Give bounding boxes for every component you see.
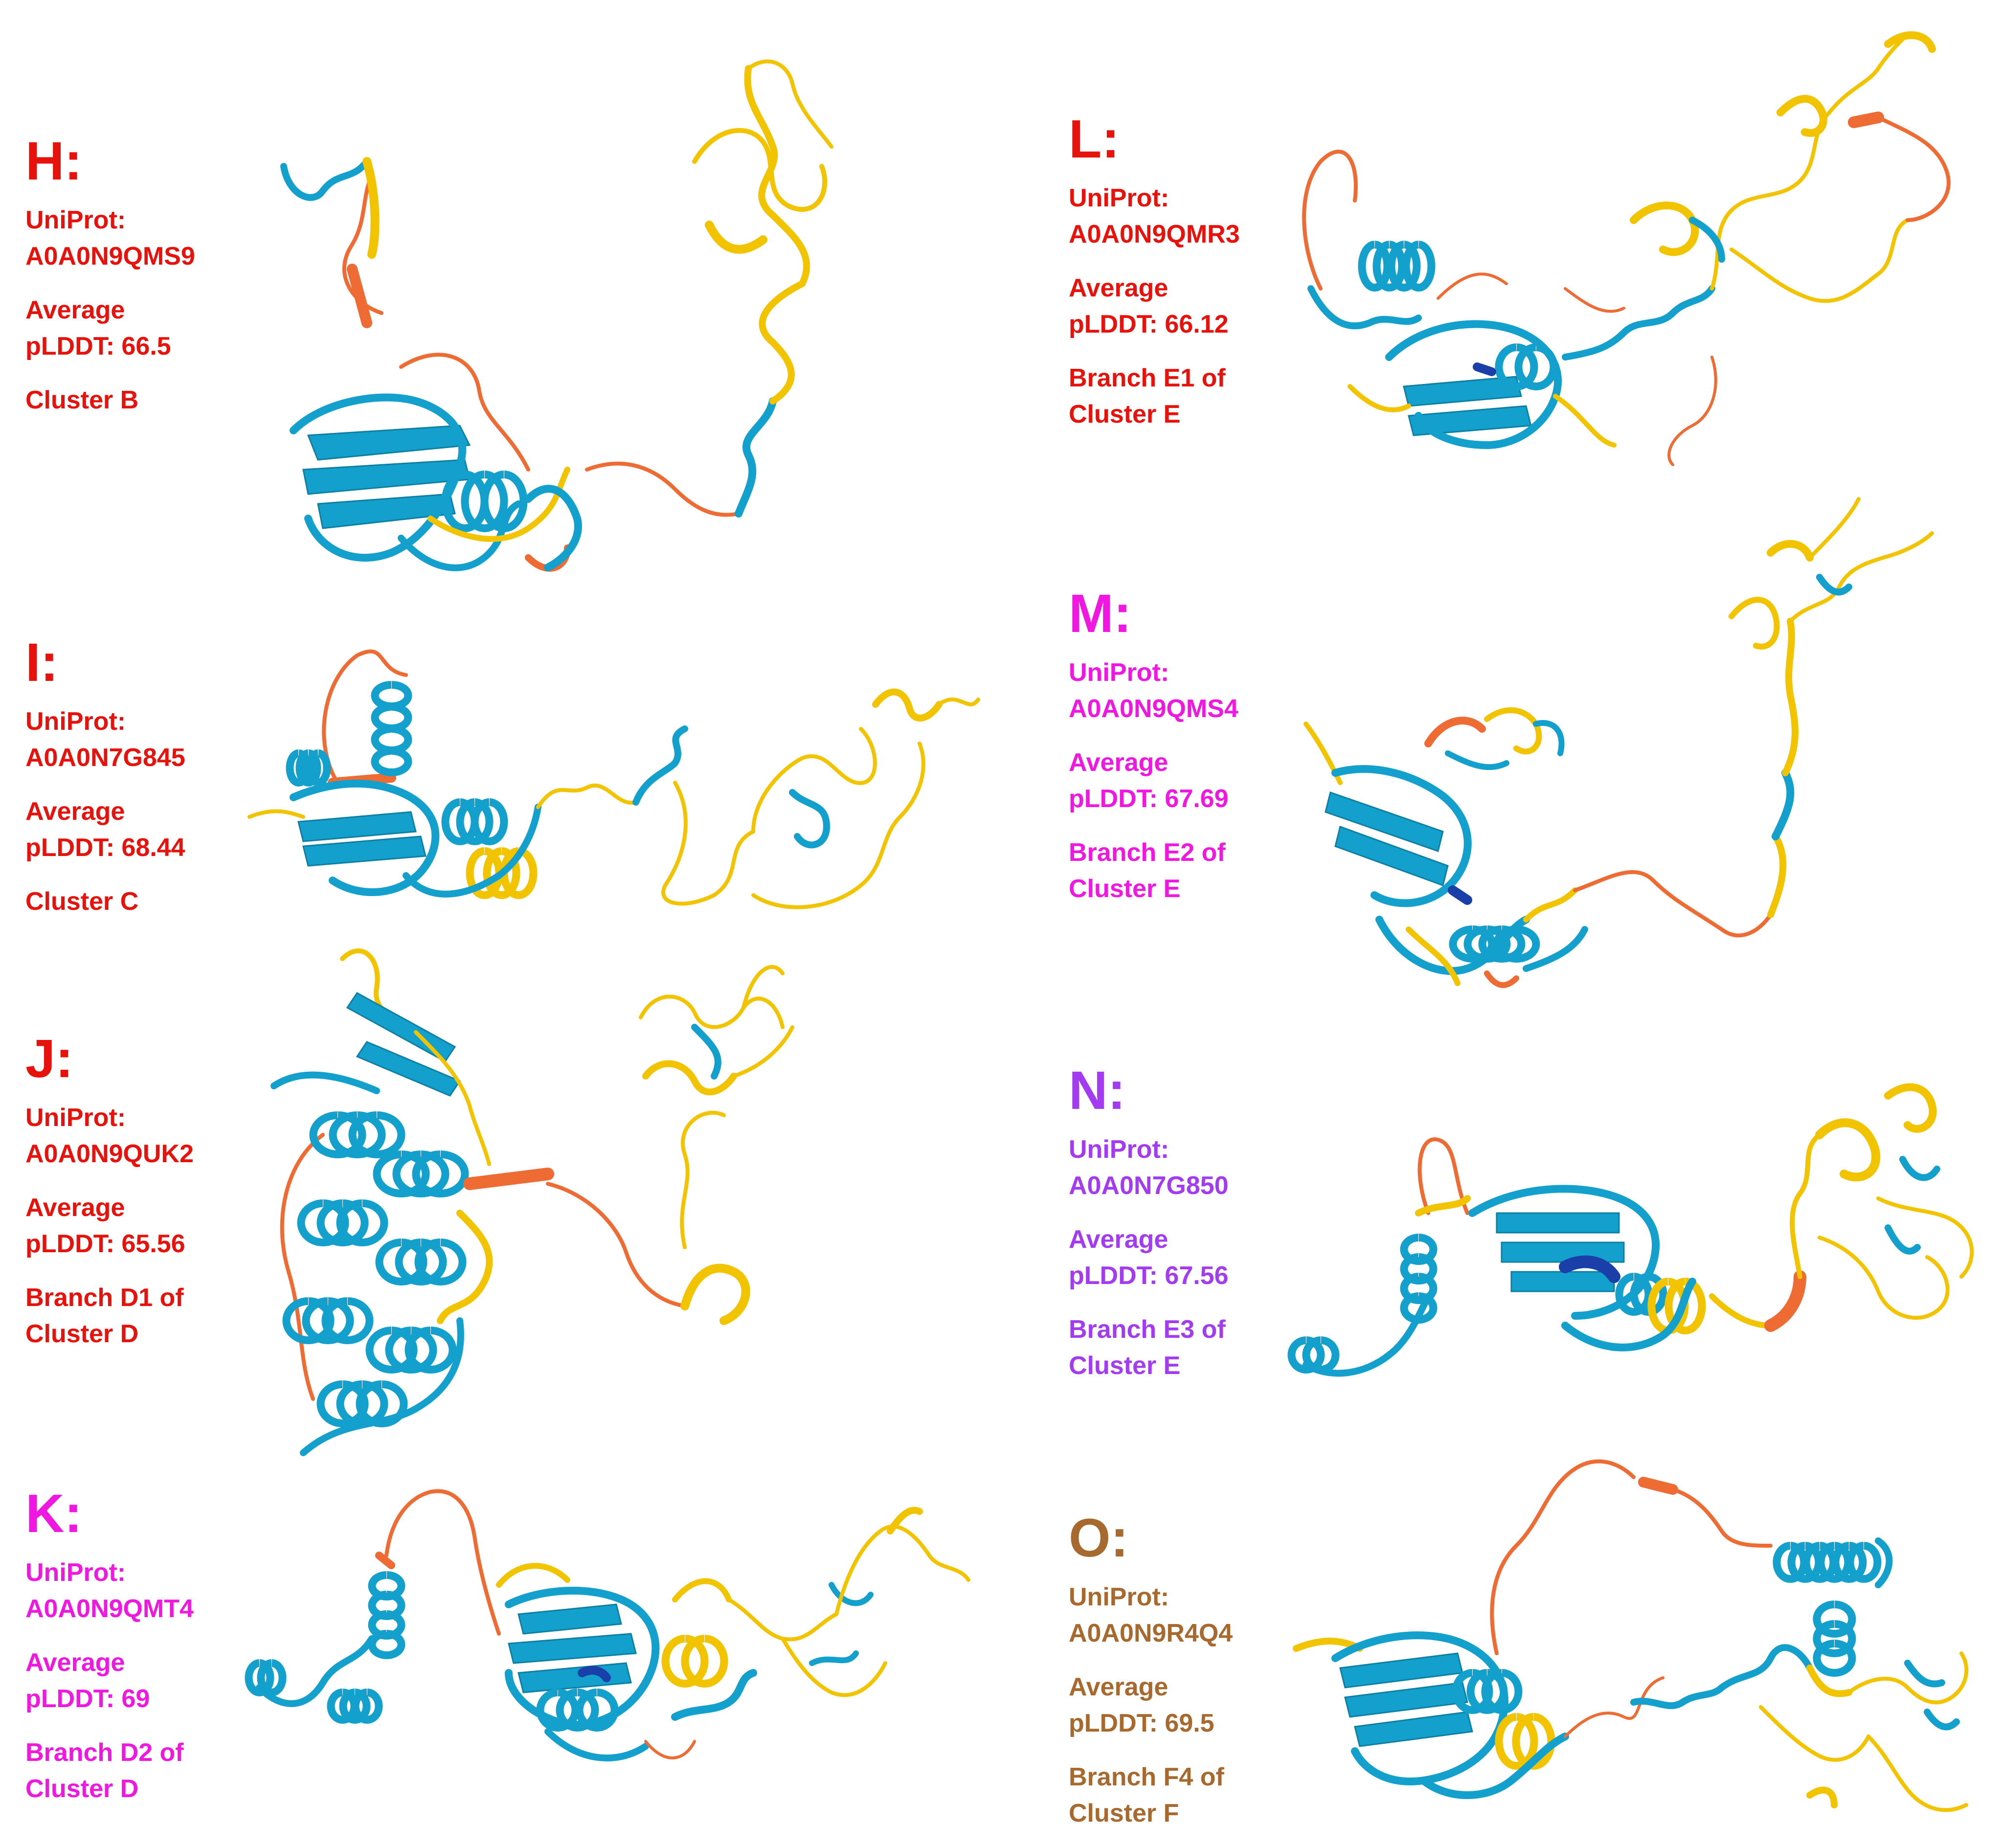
panel-H-cluster: Cluster B	[25, 386, 139, 414]
panel-L-letter: L:	[1069, 109, 1120, 169]
panel-O-plddt: pLDDT: 69.5	[1069, 1709, 1214, 1737]
panel-K-cluster-2: Cluster D	[25, 1775, 139, 1803]
panel-H-label: H: UniProt: A0A0N9QMS9 Average pLDDT: 66…	[25, 135, 195, 418]
panel-I-average-label: Average	[25, 797, 125, 826]
panel-N-protein-structure	[1287, 1083, 1974, 1377]
panel-J-cluster-1: Branch D1 of	[25, 1284, 184, 1312]
panel-L-plddt: pLDDT: 66.12	[1069, 310, 1229, 338]
panel-M-average-label: Average	[1069, 748, 1168, 777]
panel-I-label: I: UniProt: A0A0N7G845 Average pLDDT: 68…	[25, 636, 185, 920]
panel-J-protein-structure	[270, 948, 794, 1456]
panel-H-letter: H:	[25, 131, 83, 191]
panel-J-uniprot-id: A0A0N9QUK2	[25, 1140, 194, 1168]
panel-M-letter: M:	[1069, 584, 1132, 644]
panel-I-uniprot-label: UniProt:	[25, 707, 126, 736]
panel-J-average-label: Average	[25, 1194, 125, 1222]
panel-M-plddt: pLDDT: 67.69	[1069, 785, 1229, 813]
panel-N-cluster-1: Branch E3 of	[1069, 1315, 1226, 1344]
panel-K-protein-structure	[245, 1489, 970, 1761]
panel-M-cluster-1: Branch E2 of	[1069, 838, 1226, 867]
panel-I-protein-structure	[247, 649, 980, 909]
panel-M-cluster-2: Cluster E	[1069, 875, 1181, 903]
panel-J-uniprot-label: UniProt:	[25, 1104, 126, 1132]
panel-L-label: L: UniProt: A0A0N9QMR3 Average pLDDT: 66…	[1069, 113, 1240, 432]
panel-K-uniprot-label: UniProt:	[25, 1558, 126, 1587]
panel-M-uniprot-label: UniProt:	[1069, 658, 1169, 687]
panel-N-cluster-2: Cluster E	[1069, 1352, 1181, 1380]
panel-M-uniprot-id: A0A0N9QMS4	[1069, 695, 1238, 723]
panel-O-cluster-1: Branch F4 of	[1069, 1763, 1224, 1791]
panel-H-core-domain	[290, 393, 582, 572]
panel-H-uniprot-label: UniProt:	[25, 206, 126, 234]
panel-J-letter: J:	[25, 1029, 73, 1089]
panel-L-uniprot-id: A0A0N9QMR3	[1069, 220, 1240, 248]
panel-O-label: O: UniProt: A0A0N9R4Q4 Average pLDDT: 69…	[1069, 1511, 1233, 1831]
panel-I-uniprot-id: A0A0N7G845	[25, 744, 185, 772]
panel-M-protein-structure	[1303, 497, 1934, 988]
panel-N-letter: N:	[1069, 1060, 1126, 1121]
panel-L-cluster-2: Cluster E	[1069, 400, 1181, 428]
panel-M-label: M: UniProt: A0A0N9QMS4 Average pLDDT: 67…	[1069, 587, 1238, 907]
panel-K-plddt: pLDDT: 69	[25, 1685, 150, 1713]
panel-K-average-label: Average	[25, 1648, 125, 1677]
panel-O-uniprot-id: A0A0N9R4Q4	[1069, 1619, 1233, 1647]
panel-N-uniprot-id: A0A0N7G850	[1069, 1172, 1229, 1200]
panel-I-cluster: Cluster C	[25, 887, 139, 916]
panel-J-cluster-2: Cluster D	[25, 1320, 139, 1348]
panel-L-average-label: Average	[1069, 274, 1168, 302]
panel-O-average-label: Average	[1069, 1673, 1168, 1701]
panel-K-cluster-1: Branch D2 of	[25, 1738, 184, 1767]
panel-O-letter: O:	[1069, 1508, 1129, 1568]
panel-K-letter: K:	[25, 1484, 83, 1544]
panel-L-uniprot-label: UniProt:	[1069, 184, 1169, 212]
panel-H-plddt: pLDDT: 66.5	[25, 332, 171, 361]
panel-L-cluster-1: Branch E1 of	[1069, 364, 1226, 392]
panel-J-label: J: UniProt: A0A0N9QUK2 Average pLDDT: 65…	[25, 1032, 194, 1352]
panel-H-average-label: Average	[25, 296, 125, 324]
panel-L-protein-structure	[1302, 31, 1951, 466]
panel-O-uniprot-label: UniProt:	[1069, 1583, 1169, 1611]
panel-I-plddt: pLDDT: 68.44	[25, 834, 185, 862]
panel-K-uniprot-id: A0A0N9QMT4	[25, 1595, 194, 1623]
panel-I-letter: I:	[25, 632, 59, 693]
panel-H-uniprot-id: A0A0N9QMS9	[25, 242, 195, 270]
panel-N-average-label: Average	[1069, 1225, 1168, 1254]
panel-N-plddt: pLDDT: 67.56	[1069, 1262, 1229, 1290]
panel-K-label: K: UniProt: A0A0N9QMT4 Average pLDDT: 69…	[25, 1487, 194, 1807]
panel-N-uniprot-label: UniProt:	[1069, 1135, 1169, 1164]
panel-H-protein-structure	[280, 59, 833, 572]
panel-N-label: N: UniProt: A0A0N7G850 Average pLDDT: 67…	[1069, 1064, 1229, 1384]
panel-O-protein-structure	[1293, 1459, 1969, 1812]
panel-O-cluster-2: Cluster F	[1069, 1799, 1179, 1827]
panel-J-plddt: pLDDT: 65.56	[25, 1230, 185, 1258]
